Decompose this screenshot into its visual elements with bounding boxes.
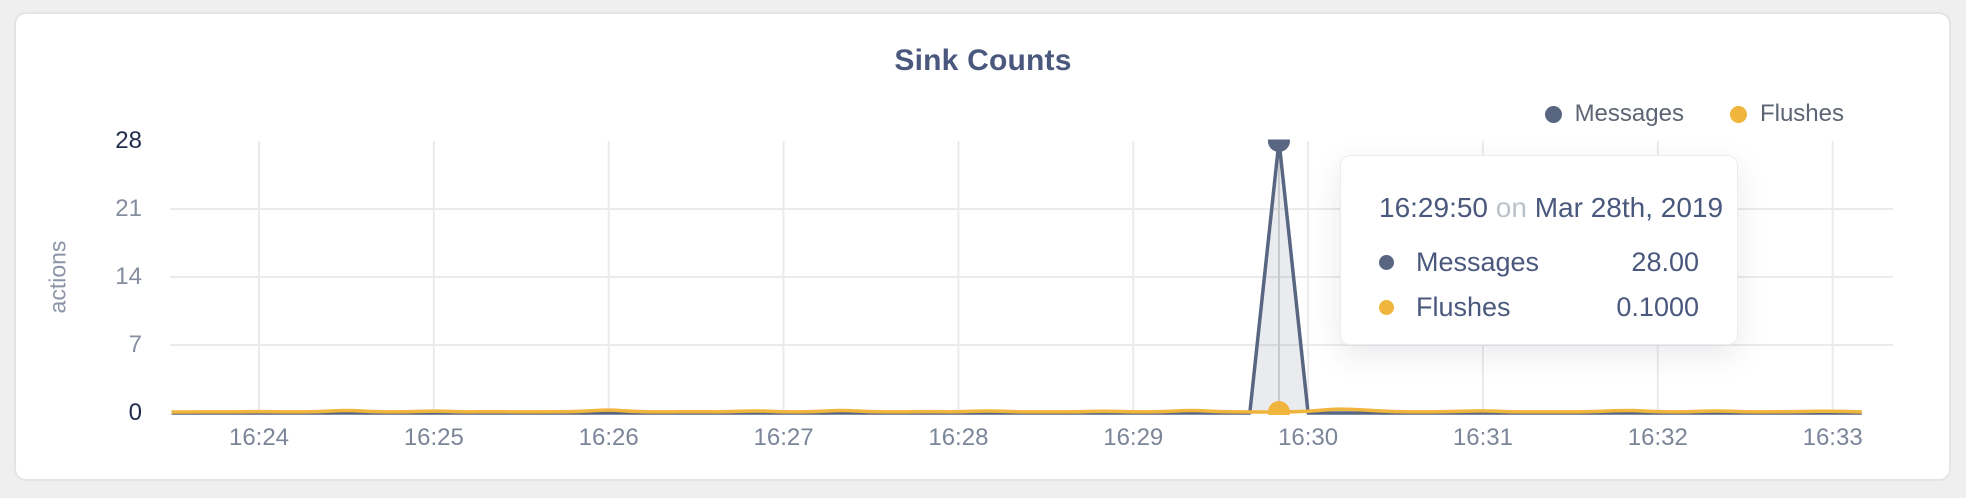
y-tick-label: 21	[115, 195, 142, 222]
tooltip-rows: Messages 28.00 Flushes 0.1000	[1379, 240, 1699, 330]
x-tick-label: 16:27	[753, 424, 814, 451]
x-tick-label: 16:28	[928, 424, 989, 451]
messages-hover-dot	[1267, 139, 1290, 152]
legend-item-flushes[interactable]: Flushes	[1729, 100, 1844, 128]
legend-label: Flushes	[1759, 100, 1844, 127]
hover-tooltip: 16:29:50 on Mar 28th, 2019 Messages 28.00…	[1340, 155, 1738, 345]
y-tick-label: 7	[128, 331, 142, 358]
x-tick-label: 16:29	[1103, 424, 1164, 451]
x-tick-label: 16:32	[1627, 424, 1688, 451]
x-tick-label: 16:26	[578, 424, 639, 451]
tooltip-series-value: 28.00	[1631, 247, 1699, 277]
legend-item-messages[interactable]: Messages	[1544, 100, 1684, 128]
flushes-hover-dot	[1267, 401, 1290, 415]
tooltip-on-word: on	[1495, 192, 1527, 223]
tooltip-series-label: Messages	[1416, 247, 1540, 277]
x-tick-label: 16:31	[1452, 424, 1513, 451]
tooltip-series-value: 0.1000	[1616, 292, 1699, 322]
tooltip-timestamp: 16:29:50 on Mar 28th, 2019	[1379, 192, 1723, 224]
tooltip-row-messages: Messages 28.00	[1379, 240, 1699, 285]
y-tick-label: 14	[115, 263, 142, 290]
tooltip-series-label: Flushes	[1416, 292, 1511, 322]
x-tick-label: 16:33	[1802, 424, 1863, 451]
chart-title: Sink Counts	[894, 44, 1072, 77]
y-tick-label: 28	[115, 127, 142, 154]
flushes-line	[171, 407, 1862, 414]
tooltip-row-flushes: Flushes 0.1000	[1379, 285, 1699, 330]
tooltip-series-dot-icon	[1379, 300, 1394, 315]
tooltip-series-dot-icon	[1379, 255, 1394, 270]
x-tick-label: 16:30	[1278, 424, 1339, 451]
tooltip-date: Mar 28th, 2019	[1534, 192, 1724, 223]
tooltip-time: 16:29:50	[1379, 192, 1488, 223]
y-tick-label: 0	[128, 399, 142, 426]
legend-dot-icon	[1729, 105, 1747, 123]
legend-label: Messages	[1574, 100, 1684, 127]
x-tick-label: 16:24	[228, 424, 290, 451]
x-tick-label: 16:25	[403, 424, 464, 451]
chart-legend: Messages Flushes	[1544, 100, 1844, 128]
legend-dot-icon	[1544, 105, 1562, 123]
